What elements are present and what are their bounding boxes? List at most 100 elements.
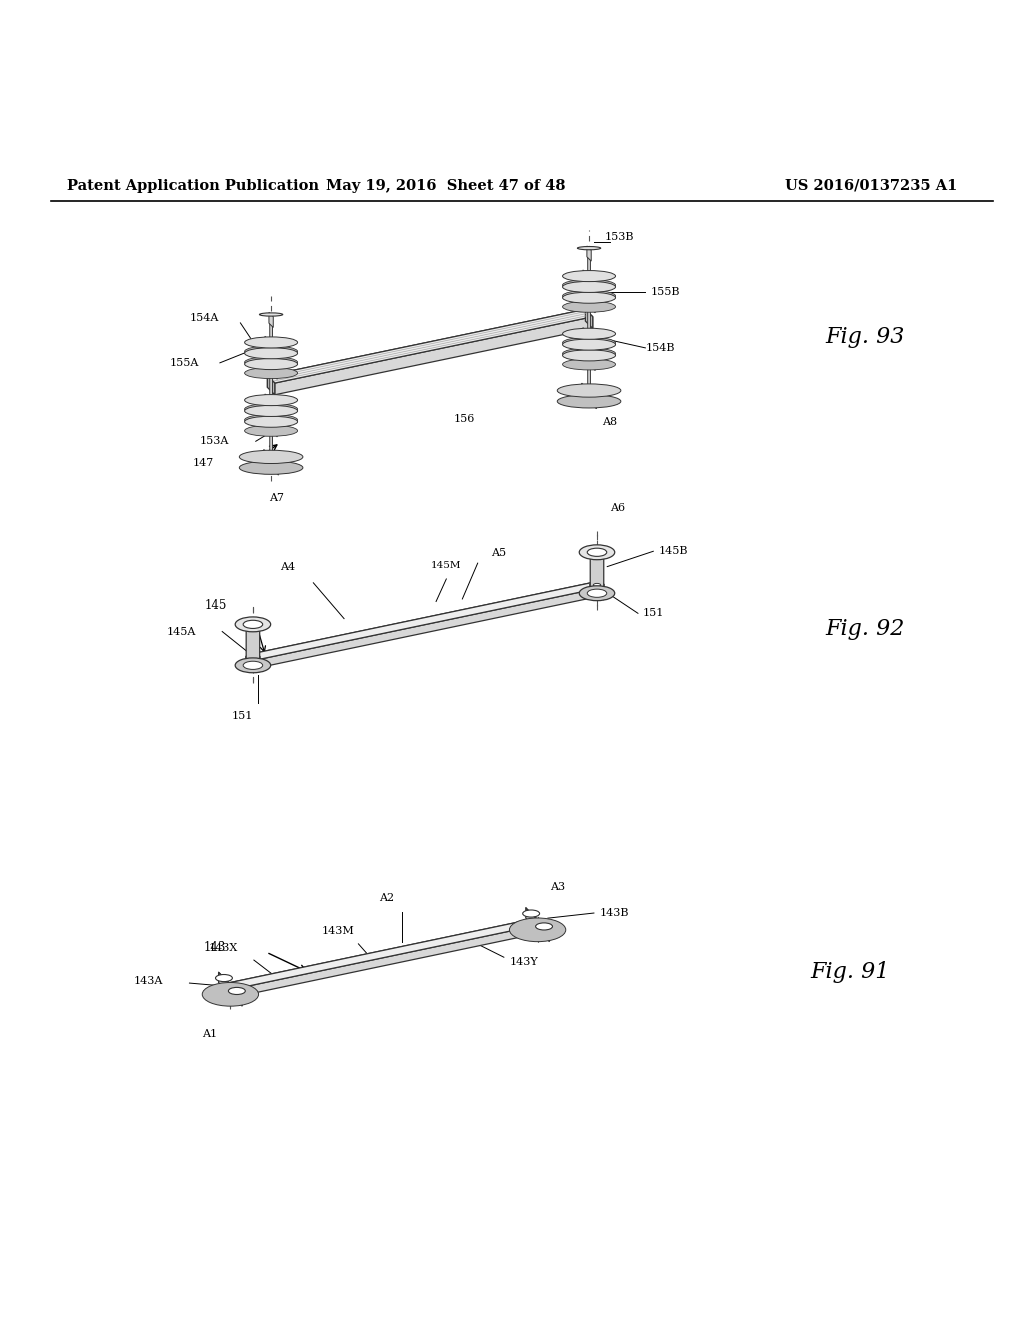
Ellipse shape <box>580 545 614 560</box>
Ellipse shape <box>536 923 553 931</box>
Text: 145: 145 <box>205 599 227 612</box>
Text: 143Y: 143Y <box>510 957 539 968</box>
Text: 154A: 154A <box>189 313 219 323</box>
Polygon shape <box>590 545 604 601</box>
Polygon shape <box>250 582 594 663</box>
Polygon shape <box>267 309 586 387</box>
Ellipse shape <box>562 301 615 313</box>
Ellipse shape <box>245 367 298 379</box>
Text: A3: A3 <box>551 882 565 892</box>
Polygon shape <box>583 338 595 360</box>
Ellipse shape <box>562 329 615 339</box>
Ellipse shape <box>531 920 544 932</box>
Ellipse shape <box>587 548 607 556</box>
Text: US 2016/0137235 A1: US 2016/0137235 A1 <box>785 180 957 193</box>
Polygon shape <box>586 309 593 329</box>
Polygon shape <box>269 313 273 327</box>
Polygon shape <box>274 317 593 395</box>
Ellipse shape <box>245 395 298 405</box>
Polygon shape <box>227 919 541 989</box>
Ellipse shape <box>236 657 270 673</box>
Text: 153A: 153A <box>200 437 229 446</box>
Ellipse shape <box>236 616 270 632</box>
Text: 143X: 143X <box>209 942 238 953</box>
Polygon shape <box>535 919 541 933</box>
Text: Fig. 92: Fig. 92 <box>825 618 905 640</box>
Text: A4: A4 <box>281 562 295 573</box>
Ellipse shape <box>245 414 298 425</box>
Text: A2: A2 <box>380 894 394 903</box>
Ellipse shape <box>246 653 260 660</box>
Ellipse shape <box>243 661 263 669</box>
Text: May 19, 2016  Sheet 47 of 48: May 19, 2016 Sheet 47 of 48 <box>326 180 565 193</box>
Polygon shape <box>588 247 591 403</box>
Text: A6: A6 <box>610 503 625 513</box>
Ellipse shape <box>593 583 601 586</box>
Ellipse shape <box>245 347 298 359</box>
Text: 147: 147 <box>193 458 214 467</box>
Polygon shape <box>525 908 550 941</box>
Polygon shape <box>218 973 243 1006</box>
Polygon shape <box>587 246 591 261</box>
Polygon shape <box>256 587 600 668</box>
Text: 143M: 143M <box>322 925 354 936</box>
Ellipse shape <box>562 337 615 348</box>
Ellipse shape <box>510 917 565 941</box>
Ellipse shape <box>240 450 303 463</box>
Polygon shape <box>269 313 272 469</box>
Polygon shape <box>583 269 595 292</box>
Ellipse shape <box>562 271 615 281</box>
Polygon shape <box>218 972 243 997</box>
Polygon shape <box>265 393 278 416</box>
Text: A1: A1 <box>203 1028 217 1039</box>
Ellipse shape <box>245 405 298 416</box>
Ellipse shape <box>245 416 298 428</box>
Polygon shape <box>583 327 595 348</box>
Ellipse shape <box>562 339 615 350</box>
Polygon shape <box>265 416 278 437</box>
Polygon shape <box>265 337 278 358</box>
Text: A8: A8 <box>602 417 617 426</box>
Polygon shape <box>227 983 233 998</box>
Ellipse shape <box>243 620 263 628</box>
Text: 145M: 145M <box>431 561 462 570</box>
Polygon shape <box>264 450 279 475</box>
Ellipse shape <box>202 982 258 1006</box>
Text: Fig. 93: Fig. 93 <box>825 326 905 348</box>
Polygon shape <box>233 924 541 998</box>
Polygon shape <box>583 292 595 313</box>
Polygon shape <box>267 376 274 395</box>
Polygon shape <box>246 618 260 672</box>
Text: 151: 151 <box>643 609 664 618</box>
Polygon shape <box>583 281 595 302</box>
Ellipse shape <box>562 292 615 304</box>
Ellipse shape <box>245 359 298 370</box>
Ellipse shape <box>562 281 615 293</box>
Ellipse shape <box>245 356 298 368</box>
Text: 143A: 143A <box>134 975 163 986</box>
Polygon shape <box>525 907 550 932</box>
Text: 155B: 155B <box>651 286 681 297</box>
Text: 143: 143 <box>204 941 226 953</box>
Text: 155A: 155A <box>169 358 199 368</box>
Polygon shape <box>265 358 278 379</box>
Text: Patent Application Publication: Patent Application Publication <box>67 180 318 193</box>
Ellipse shape <box>578 247 601 249</box>
Polygon shape <box>265 405 278 426</box>
Polygon shape <box>582 383 596 409</box>
Text: 153B: 153B <box>605 232 635 242</box>
Text: 154B: 154B <box>646 343 676 352</box>
Ellipse shape <box>245 346 298 356</box>
Ellipse shape <box>587 589 607 598</box>
Polygon shape <box>267 309 593 383</box>
Ellipse shape <box>562 350 615 360</box>
Text: Fig. 91: Fig. 91 <box>810 961 890 983</box>
Ellipse shape <box>522 909 540 917</box>
Ellipse shape <box>228 987 246 994</box>
Ellipse shape <box>245 425 298 437</box>
Polygon shape <box>227 919 535 991</box>
Ellipse shape <box>562 359 615 370</box>
Ellipse shape <box>245 404 298 414</box>
Ellipse shape <box>562 280 615 290</box>
Text: A5: A5 <box>490 548 506 558</box>
